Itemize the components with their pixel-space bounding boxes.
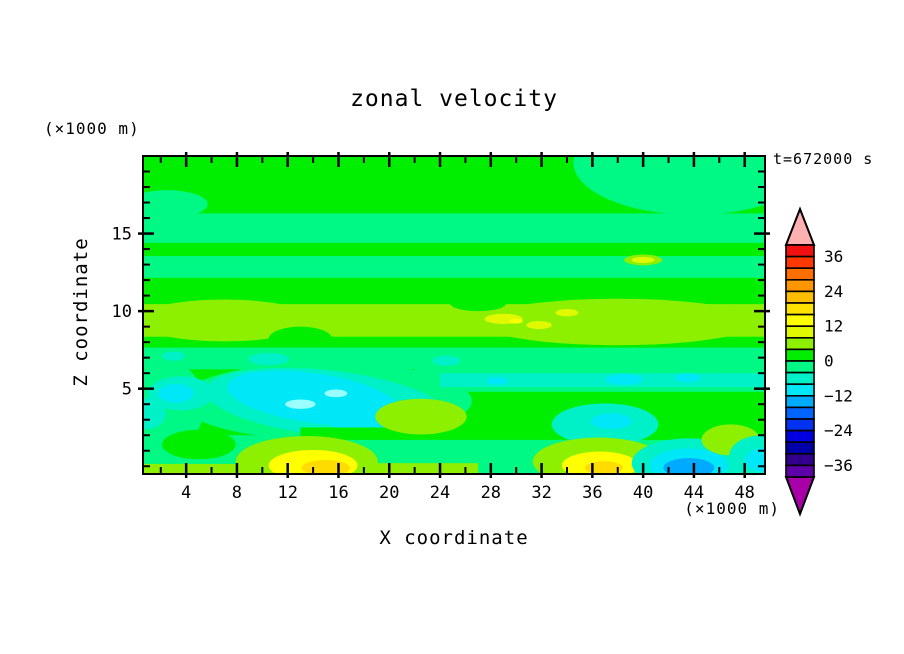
colorbar-label: −36 [824,456,853,475]
x-axis-title: X coordinate [379,527,529,549]
colorbar-segment [785,244,815,258]
x-tick-label: 12 [277,483,297,503]
colorbar-label: 12 [824,317,843,336]
colorbar-segment [785,429,815,444]
colorbar-segment [785,267,815,281]
colorbar-segment [785,325,815,339]
x-tick-label: 16 [328,483,348,503]
colorbar-segment [785,278,815,293]
colorbar: 36 24 12 0 −12 −24 −36 [784,206,853,517]
x-tick-label: 48 [734,483,754,503]
colorbar-label: 0 [824,352,834,371]
colorbar-label: 36 [824,247,843,266]
colorbar-segment [785,255,815,270]
colorbar-segment [785,418,815,432]
x-tick-label: 28 [481,483,501,503]
y-axis-title: Z coordinate [70,237,92,387]
colorbar-segment [785,406,815,420]
y-tick-label: 10 [112,302,132,322]
colorbar-segment [785,290,815,304]
colorbar-over-arrow [784,206,816,246]
colorbar-segment [785,452,815,467]
chart-title: zonal velocity [350,86,558,112]
x-tick-label: 4 [181,483,191,503]
colorbar-label: −24 [824,421,853,440]
colorbar-label: 24 [824,282,843,301]
time-annotation: t=672000 s [773,150,874,168]
colorbar-label: −12 [824,386,853,405]
colorbar-segment [785,348,815,362]
colorbar-under-arrow [784,476,816,517]
colorbar-segment [785,313,815,328]
contour-field [143,156,765,474]
x-tick-label: 32 [531,483,551,503]
x-tick-label: 8 [232,483,242,503]
x-tick-label: 24 [430,483,450,503]
y-axis-unit-label: (×1000 m) [44,119,140,138]
x-axis-unit-label: (×1000 m) [684,499,780,518]
axis-ticks [138,152,770,478]
colorbar-segment [785,360,815,374]
colorbar-segment [785,302,815,316]
colorbar-segment [785,383,815,397]
colorbar-segment [785,441,815,455]
colorbar-segment [785,371,815,386]
plot-border [142,155,766,475]
x-tick-label: 40 [633,483,653,503]
y-tick-label: 5 [122,380,132,400]
x-tick-label: 36 [582,483,602,503]
y-tick-label: 15 [112,225,132,245]
colorbar-segment [785,336,815,351]
x-tick-label: 20 [379,483,399,503]
x-tick-label: 44 [684,483,704,503]
colorbar-segment [785,394,815,409]
colorbar-segment [785,464,815,478]
